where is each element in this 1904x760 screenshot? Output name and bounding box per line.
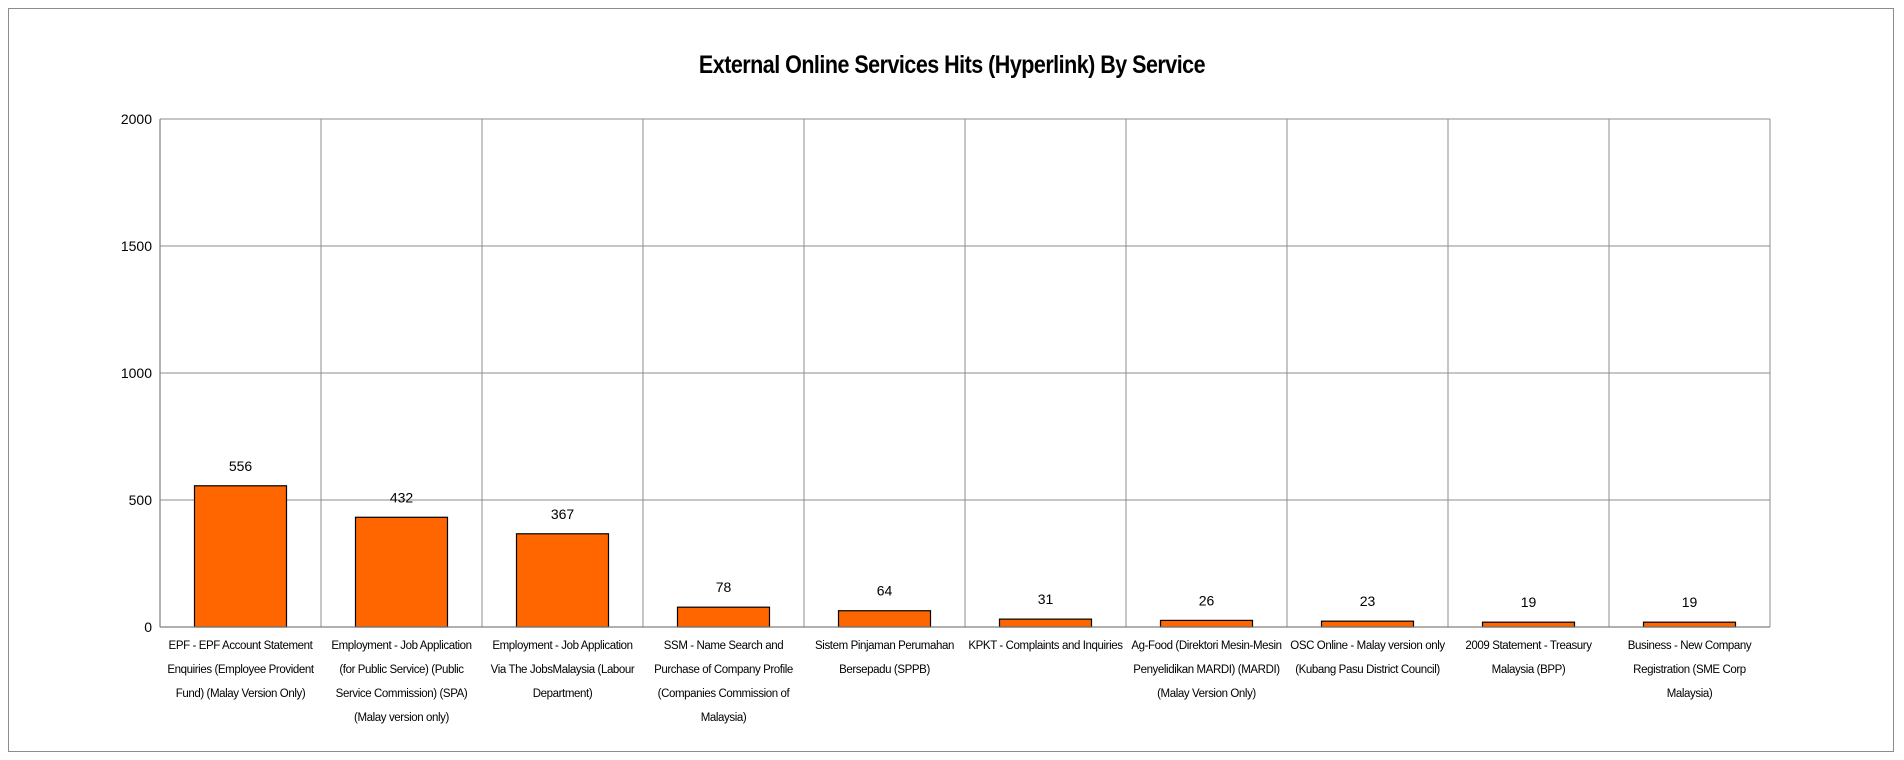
data-label: 31: [1038, 591, 1054, 607]
bar: [1644, 622, 1736, 627]
x-tick-label: Ag-Food (Direktori Mesin-Mesin Penyelidi…: [1129, 634, 1285, 706]
bar: [517, 534, 609, 627]
x-tick-label: 2009 Statement - Treasury Malaysia (BPP): [1451, 634, 1607, 682]
bar: [678, 607, 770, 627]
x-tick-label: Employment - Job Application (for Public…: [324, 634, 480, 730]
y-tick-label: 1500: [121, 238, 152, 254]
x-tick-label: Employment - Job Application Via The Job…: [485, 634, 641, 706]
data-label: 26: [1199, 592, 1215, 608]
bar: [1483, 622, 1575, 627]
y-tick-label: 500: [129, 492, 153, 508]
data-label: 23: [1360, 593, 1376, 609]
bar: [1000, 619, 1092, 627]
y-tick-label: 1000: [121, 365, 152, 381]
data-label: 64: [877, 583, 893, 599]
data-label: 556: [229, 458, 253, 474]
data-label: 19: [1682, 594, 1698, 610]
bar: [1322, 621, 1414, 627]
y-tick-label: 0: [144, 619, 152, 635]
data-label: 367: [551, 506, 575, 522]
y-tick-label: 2000: [121, 111, 152, 127]
bar: [839, 611, 931, 627]
bar: [1161, 620, 1253, 627]
data-label: 78: [716, 579, 732, 595]
x-tick-label: OSC Online - Malay version only (Kubang …: [1290, 634, 1446, 682]
x-tick-label: SSM - Name Search and Purchase of Compan…: [646, 634, 802, 730]
x-tick-label: Sistem Pinjaman Perumahan Bersepadu (SPP…: [807, 634, 963, 682]
x-tick-label: Business - New Company Registration (SME…: [1612, 634, 1768, 706]
bar: [356, 517, 448, 627]
data-label: 432: [390, 489, 414, 505]
x-tick-label: KPKT - Complaints and Inquiries: [968, 634, 1124, 658]
x-tick-label: EPF - EPF Account Statement Enquiries (E…: [163, 634, 319, 706]
data-label: 19: [1521, 594, 1537, 610]
bar: [195, 486, 287, 627]
